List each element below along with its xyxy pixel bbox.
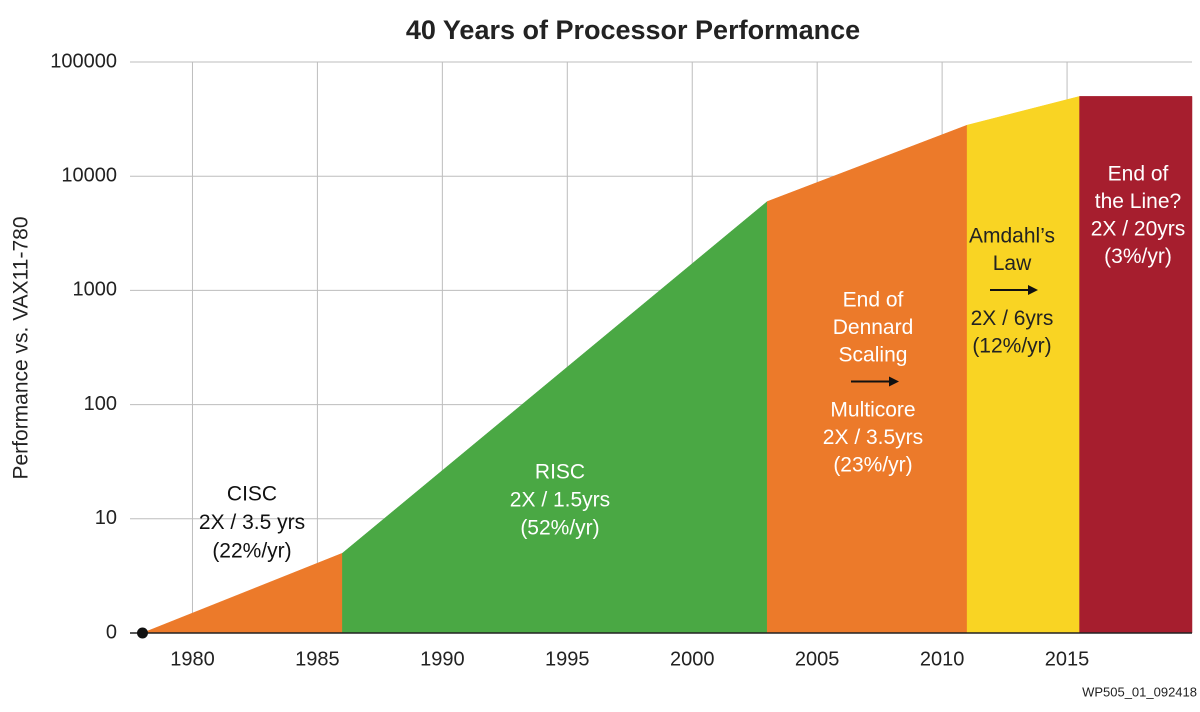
annotation: 2X / 6yrs	[971, 307, 1054, 330]
arrow-head	[1028, 285, 1038, 295]
annotation: (23%/yr)	[833, 454, 912, 477]
annotation: CISC	[227, 483, 277, 506]
x-tick-label: 2005	[795, 648, 840, 670]
annotation: Law	[993, 252, 1032, 275]
annotation: (3%/yr)	[1104, 245, 1172, 268]
annotation: 2X / 20yrs	[1091, 218, 1186, 241]
annotation: Multicore	[830, 399, 915, 422]
footnote: WP505_01_092418	[1082, 684, 1197, 699]
area-segment	[766, 124, 968, 634]
annotation: Dennard	[833, 316, 914, 339]
annotation: (22%/yr)	[212, 540, 291, 563]
y-tick-label: 0	[106, 621, 117, 643]
area-segment	[342, 201, 768, 634]
x-tick-label: 1985	[295, 648, 340, 670]
y-axis-label: Performance vs. VAX11-780	[10, 216, 33, 479]
x-tick-label: 2015	[1045, 648, 1090, 670]
x-tick-label: 1995	[545, 648, 590, 670]
annotation: the Line?	[1095, 190, 1181, 213]
annotation: End of	[1108, 163, 1169, 186]
annotation: 2X / 3.5yrs	[823, 426, 923, 449]
x-tick-label: 2000	[670, 648, 715, 670]
area-segment	[142, 552, 343, 634]
x-tick-label: 1980	[170, 648, 215, 670]
annotation: End of	[843, 289, 904, 312]
annotation: Amdahl’s	[969, 225, 1055, 248]
x-tick-label: 1990	[420, 648, 465, 670]
x-tick-label: 2010	[920, 648, 965, 670]
y-tick-label: 10000	[61, 164, 117, 186]
y-tick-label: 10	[95, 507, 117, 529]
annotation: 2X / 1.5yrs	[510, 489, 610, 512]
annotation: (12%/yr)	[972, 335, 1051, 358]
y-tick-label: 100000	[50, 50, 117, 72]
area-segment	[966, 96, 1080, 634]
y-tick-label: 1000	[73, 279, 118, 301]
annotation: RISC	[535, 461, 585, 484]
start-point	[136, 627, 148, 639]
annotation: Scaling	[839, 344, 908, 367]
y-tick-label: 100	[84, 393, 117, 415]
annotation: (52%/yr)	[520, 517, 599, 540]
arrow-head	[889, 376, 899, 387]
annotation: 2X / 3.5 yrs	[199, 511, 305, 534]
chart-title: 40 Years of Processor Performance	[406, 15, 860, 45]
